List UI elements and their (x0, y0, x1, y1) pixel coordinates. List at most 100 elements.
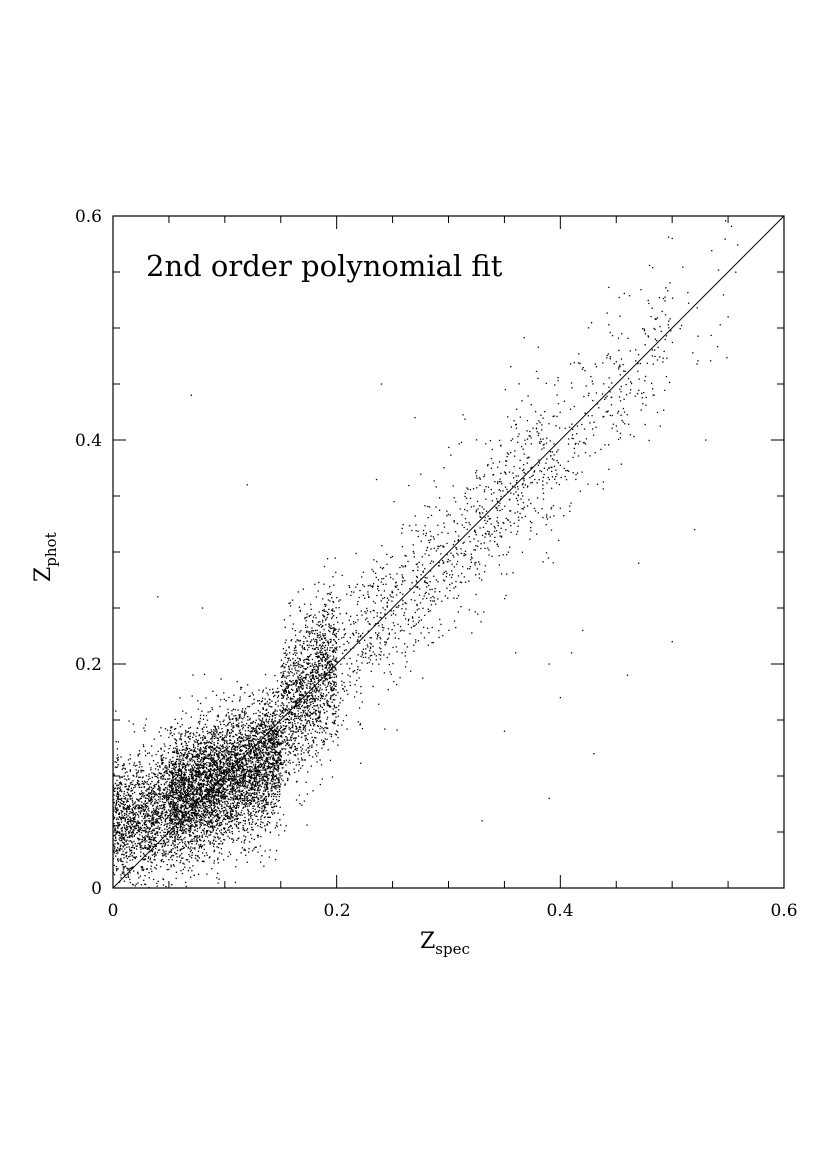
scatter-point (212, 735, 214, 738)
scatter-point (137, 799, 139, 801)
scatter-point (116, 850, 118, 852)
scatter-point (145, 831, 147, 834)
scatter-point (156, 813, 158, 815)
scatter-point (170, 822, 172, 825)
scatter-point (204, 802, 206, 804)
scatter-point (275, 824, 278, 826)
scatter-point (249, 759, 251, 761)
scatter-point (139, 828, 141, 831)
scatter-point (220, 840, 222, 842)
scatter-point (211, 759, 213, 762)
scatter-point (157, 818, 159, 820)
scatter-point (195, 812, 197, 815)
scatter-point (198, 810, 201, 812)
scatter-point (204, 794, 206, 796)
scatter-point (154, 851, 156, 853)
scatter-point (126, 809, 128, 811)
scatter-point (232, 804, 235, 807)
scatter-point (185, 731, 187, 733)
scatter-point (201, 860, 204, 862)
scatter-point (167, 801, 170, 803)
scatter-point (210, 759, 212, 761)
scatter-point (152, 845, 154, 848)
scatter-point (131, 830, 134, 833)
scatter-point (181, 815, 183, 817)
scatter-point (151, 819, 153, 822)
scatter-point (160, 778, 162, 780)
scatter-point (188, 825, 190, 828)
scatter-point (200, 805, 202, 807)
scatter-point (129, 769, 131, 771)
scatter-point (213, 762, 215, 764)
scatter-point (139, 776, 141, 778)
scatter-point (197, 721, 200, 723)
scatter-point (196, 764, 198, 766)
scatter-point (154, 819, 157, 821)
scatter-point (190, 757, 192, 760)
scatter-point (240, 841, 243, 843)
scatter-point (176, 859, 178, 862)
scatter-point (152, 821, 154, 824)
scatter-point (129, 794, 131, 797)
scatter-point (140, 804, 142, 806)
scatter-point (195, 815, 197, 817)
scatter-point (249, 768, 251, 770)
scatter-point (142, 808, 144, 810)
scatter-point (131, 852, 133, 854)
scatter-point (117, 827, 119, 829)
scatter-point (211, 826, 214, 828)
scatter-point (262, 799, 264, 801)
scatter-point (156, 882, 158, 884)
scatter-point (214, 790, 216, 792)
scatter-point (200, 789, 203, 791)
scatter-point (217, 872, 219, 874)
scatter-point (250, 757, 252, 759)
scatter-point (237, 765, 239, 767)
scatter-point (201, 802, 204, 805)
scatter-point (217, 846, 220, 849)
scatter-point (182, 824, 184, 826)
scatter-point (199, 720, 201, 723)
scatter-point (279, 806, 281, 808)
scatter-point (202, 783, 205, 786)
scatter-point (140, 848, 142, 850)
scatter-point (182, 798, 185, 800)
scatter-point (206, 805, 208, 808)
scatter-point (123, 844, 126, 846)
scatter-point (266, 760, 268, 763)
scatter-point (260, 757, 262, 759)
scatter-point (185, 744, 187, 746)
scatter-point (115, 839, 117, 841)
scatter-point (208, 762, 210, 764)
scatter-point (184, 741, 186, 743)
scatter-point (144, 820, 146, 822)
scatter-point (141, 810, 143, 812)
scatter-point (197, 743, 199, 746)
scatter-point (150, 843, 153, 845)
scatter-point (204, 811, 206, 814)
scatter-point (190, 829, 192, 831)
scatter-point (233, 748, 235, 750)
scatter-point (185, 766, 187, 768)
scatter-point (212, 804, 215, 807)
scatter-point (133, 834, 135, 837)
scatter-point (178, 777, 181, 779)
scatter-point (206, 782, 209, 784)
scatter-point (175, 815, 177, 817)
scatter-point (157, 796, 160, 798)
scatter-point (257, 834, 259, 837)
scatter-point (113, 849, 115, 852)
scatter-point (116, 817, 118, 819)
scatter-point (165, 817, 167, 820)
scatter-point (190, 846, 192, 848)
scatter-point (192, 799, 195, 801)
scatter-point (223, 859, 225, 861)
scatter-point (219, 752, 221, 754)
scatter-point (151, 862, 153, 864)
scatter-point (156, 765, 159, 767)
scatter-point (202, 805, 205, 807)
scatter-point (262, 794, 265, 796)
scatter-point (190, 793, 192, 795)
scatter-point (166, 800, 168, 802)
scatter-point (140, 786, 143, 789)
